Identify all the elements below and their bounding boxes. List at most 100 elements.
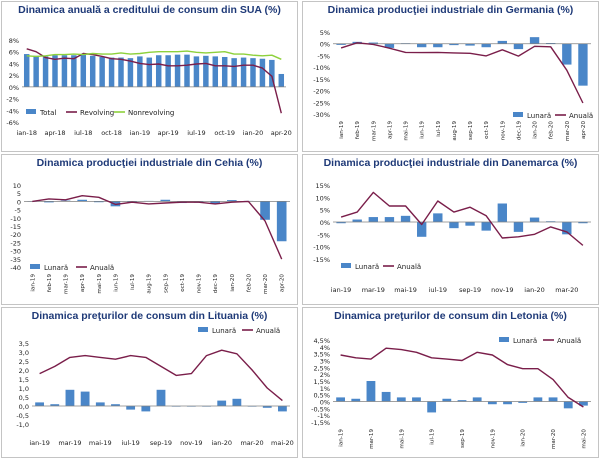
chart-panel-danemarca: Dinamica producţiei industriale din Dane… [302, 154, 599, 305]
x-tick-label: ian-20 [533, 121, 539, 139]
bar [160, 199, 171, 202]
bar [417, 222, 427, 237]
y-tick-label: 2% [9, 72, 19, 80]
x-tick-label: iul-19 [130, 274, 136, 290]
bar [193, 56, 200, 87]
x-tick-label: feb-20 [246, 274, 252, 293]
bar [578, 222, 588, 224]
y-tick-label: 6% [9, 49, 19, 57]
legend-swatch [513, 112, 523, 117]
series-line [26, 48, 282, 114]
bar [336, 43, 346, 45]
bar [111, 404, 120, 406]
legend-label: Revolving [80, 109, 114, 117]
bar [529, 37, 540, 44]
y-tick-label: 2,0 [19, 367, 29, 375]
chart-panel-sua: Dinamica anuală a creditului de consum d… [1, 1, 298, 152]
y-tick-label: -4% [6, 107, 19, 115]
bar [481, 43, 491, 48]
legend-label: Total [39, 109, 56, 117]
y-tick-label: 2% [320, 371, 330, 379]
x-tick-label: ian-20 [211, 439, 232, 447]
bar [546, 221, 556, 222]
y-tick-label: -5% [317, 231, 330, 239]
chart-panel-letonia: Dinamica preţurilor de consum din Letoni… [302, 307, 599, 458]
y-tick-label: -6% [6, 119, 19, 127]
bar [546, 43, 556, 44]
bar [381, 391, 391, 402]
bar [61, 55, 68, 87]
chart-title: Dinamica producţiei industriale din Cehi… [36, 157, 263, 169]
bar [518, 401, 528, 403]
chart-germania: -30% -25% -20% -15% -10% -5% 0% 5% ian-19 feb-19 m… [313, 29, 593, 141]
y-tick-label: -25 [10, 239, 21, 247]
x-tick-label: mar-20 [263, 274, 269, 294]
x-tick-label: apr-20 [581, 121, 587, 139]
bar [336, 222, 346, 224]
bar [442, 398, 452, 402]
chart-sua: -6% -4% -2% 0% 2% 4% 6% 8% ian-18 apr-18 iul-18 oct… [6, 37, 291, 137]
series-line [340, 42, 584, 104]
y-tick-label: 0% [320, 399, 330, 407]
series-line [340, 347, 584, 408]
bar [156, 389, 166, 406]
y-tick-label: -15% [313, 76, 330, 84]
x-tick-label: dec-19 [213, 274, 219, 294]
x-tick-label: ian-20 [524, 286, 545, 294]
y-tick-label: -40 [10, 264, 21, 272]
x-tick-label: ian-20 [243, 129, 264, 137]
bar [457, 400, 467, 402]
x-tick-label: iul-19 [121, 439, 139, 447]
y-tick-label: -1,0 [16, 421, 29, 429]
y-tick-label: -1,5% [311, 419, 330, 427]
y-tick-label: 3,5% [313, 351, 330, 359]
x-tick-label: mar-19 [371, 121, 377, 141]
y-tick-label: 15% [316, 182, 330, 190]
bar [579, 401, 588, 406]
bar [203, 55, 209, 87]
x-tick-label: iul-19 [187, 129, 205, 137]
chart-title: Dinamica preţurilor de consum din Lituan… [31, 310, 268, 322]
legend-swatch [341, 263, 351, 268]
x-tick-label: sep-19 [150, 439, 172, 447]
legend-label: Anuală [569, 112, 593, 120]
x-tick-label: ian-19 [29, 439, 50, 447]
bar [503, 401, 512, 405]
bar [44, 201, 54, 203]
series-line [26, 50, 282, 60]
chart-danemarca: -15% -10% -5% 0% 5% 10% 15% ian-19 mar-19 mai-19 i… [313, 182, 591, 294]
bar [127, 58, 134, 87]
x-tick-label: mar-19 [64, 274, 70, 294]
x-tick-label: nov-19 [500, 121, 506, 141]
x-tick-label: nov-19 [180, 439, 202, 447]
y-tick-label: 3,0 [19, 349, 29, 357]
x-tick-label: iul-18 [74, 129, 92, 137]
y-tick-label: -10% [313, 64, 330, 72]
bar [52, 55, 58, 87]
x-tick-label: sep-19 [163, 274, 169, 293]
y-tick-label: 2,5% [313, 364, 330, 372]
bar [417, 43, 427, 48]
x-tick-label: feb-19 [47, 274, 53, 293]
x-tick-label: mai-20 [271, 439, 294, 447]
legend-label: Nonrevolving [128, 109, 174, 117]
bar [562, 43, 572, 65]
bar [481, 222, 491, 231]
bar [427, 401, 437, 413]
bar [400, 215, 411, 222]
bar [368, 217, 378, 222]
x-tick-label: mar-19 [58, 439, 81, 447]
x-tick-label: ian-19 [30, 274, 36, 292]
x-tick-label: mai-19 [399, 429, 405, 449]
y-tick-label: 3% [320, 358, 330, 366]
x-tick-label: iun-19 [113, 274, 119, 292]
x-tick-label: ian-20 [230, 274, 236, 292]
bar [35, 402, 44, 406]
legend-label: Lunară [355, 263, 379, 271]
chart-title: Dinamica preţurilor de consum din Letoni… [334, 310, 567, 322]
bar [269, 59, 275, 87]
chart-letonia: -1,5%-1%-0,5%0%0,5%1%1,5%2%2,5%3%3,5%4%4… [311, 337, 591, 449]
y-tick-label: 1,5 [19, 376, 29, 384]
bar [259, 58, 266, 87]
bar [33, 55, 39, 87]
